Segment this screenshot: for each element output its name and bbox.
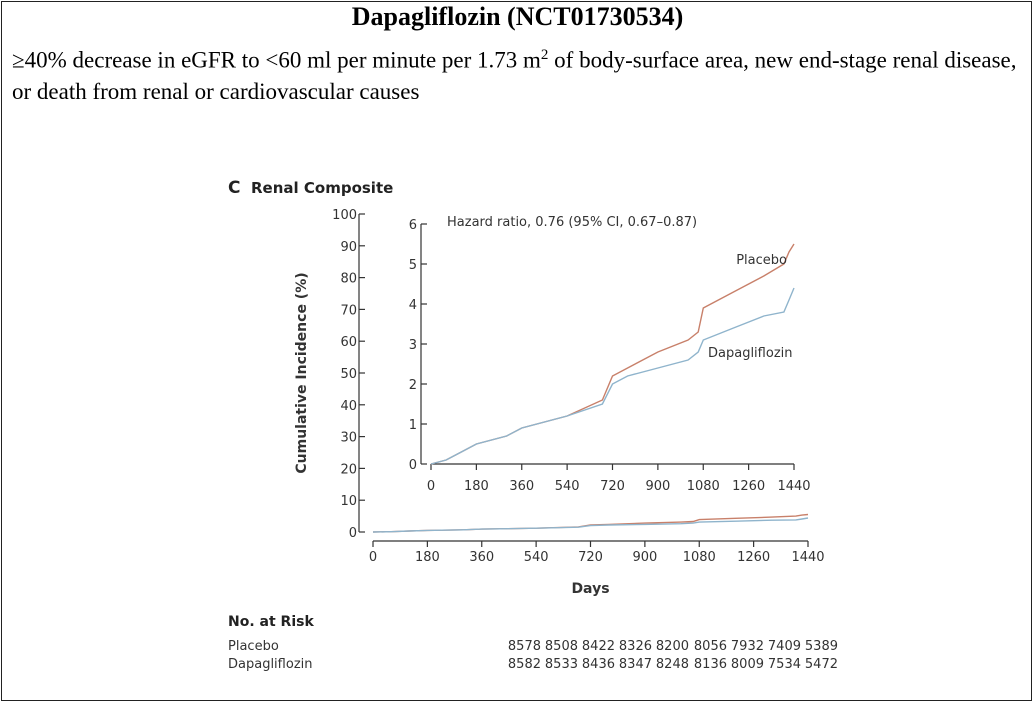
at-risk-value: 8200 bbox=[656, 639, 689, 654]
at-risk-value: 8508 bbox=[545, 639, 578, 654]
inset-x-tick-label: 1080 bbox=[687, 479, 720, 494]
inset-series-dapagliflozin bbox=[430, 287, 795, 465]
main-x-tick-label: 900 bbox=[632, 550, 657, 565]
at-risk-value: 8582 bbox=[508, 657, 541, 672]
at-risk-value: 8326 bbox=[619, 639, 652, 654]
inset-y-tick-label: 5 bbox=[409, 258, 417, 273]
hazard-ratio-annotation: Hazard ratio, 0.76 (95% CI, 0.67–0.87) bbox=[447, 215, 697, 230]
at-risk-title: No. at Risk bbox=[228, 614, 314, 630]
inset-x-tick-label: 360 bbox=[509, 479, 534, 494]
at-risk-value: 8248 bbox=[656, 657, 689, 672]
at-risk-value: 8533 bbox=[545, 657, 578, 672]
at-risk-value: 8136 bbox=[694, 657, 727, 672]
main-x-tick-label: 540 bbox=[524, 550, 549, 565]
main-x-tick-label: 180 bbox=[415, 550, 440, 565]
main-x-tick-label: 720 bbox=[578, 550, 603, 565]
main-x-tick-label: 1440 bbox=[791, 550, 824, 565]
inset-x-tick-label: 1440 bbox=[777, 479, 810, 494]
at-risk-value: 5472 bbox=[805, 657, 838, 672]
main-y-tick-label: 90 bbox=[340, 240, 357, 255]
at-risk-value: 7534 bbox=[768, 657, 801, 672]
inset-x-tick-label: 540 bbox=[555, 479, 580, 494]
at-risk-value: 8009 bbox=[731, 657, 764, 672]
inset-x-tick-label: 180 bbox=[464, 479, 489, 494]
page-subtitle: ≥40% decrease in eGFR to <60 ml per minu… bbox=[12, 40, 1022, 107]
inset-y-tick-label: 6 bbox=[409, 218, 417, 233]
main-series-dapagliflozin bbox=[372, 517, 809, 533]
main-y-tick-label: 70 bbox=[340, 303, 357, 318]
at-risk-value: 8347 bbox=[619, 657, 652, 672]
inset-y-tick-label: 4 bbox=[409, 298, 417, 313]
at-risk-value: 5389 bbox=[805, 639, 838, 654]
main-x-tick-label: 1260 bbox=[737, 550, 770, 565]
subtitle-superscript: 2 bbox=[540, 47, 549, 63]
main-y-tick-label: 80 bbox=[340, 272, 357, 287]
inset-y-tick-label: 1 bbox=[409, 418, 417, 433]
at-risk-value: 7932 bbox=[731, 639, 764, 654]
at-risk-row-label: Placebo bbox=[228, 639, 279, 654]
main-y-tick-label: 10 bbox=[340, 494, 357, 509]
main-series-placebo bbox=[372, 513, 809, 533]
inset-x-tick-label: 0 bbox=[427, 479, 435, 494]
inset-y-tick-label: 3 bbox=[409, 338, 417, 353]
inset-y-tick-label: 0 bbox=[409, 458, 417, 473]
panel-title: Renal Composite bbox=[251, 179, 393, 197]
inset-y-tick-label: 2 bbox=[409, 378, 417, 393]
main-y-tick-label: 100 bbox=[332, 208, 357, 223]
y-axis-title: Cumulative Incidence (%) bbox=[294, 272, 310, 473]
at-risk-value: 8436 bbox=[582, 657, 615, 672]
main-y-tick-label: 20 bbox=[340, 462, 357, 477]
subtitle-text-post: of body-surface area, new end-stage rena… bbox=[12, 47, 1017, 104]
inset-x-tick-label: 900 bbox=[645, 479, 670, 494]
at-risk-value: 8422 bbox=[582, 639, 615, 654]
at-risk-value: 8578 bbox=[508, 639, 541, 654]
main-y-tick-label: 50 bbox=[340, 367, 357, 382]
inset-x-tick-label: 1260 bbox=[732, 479, 765, 494]
page-title: Dapagliflozin (NCT01730534) bbox=[351, 2, 684, 31]
subtitle-text-pre: ≥40% decrease in eGFR to <60 ml per minu… bbox=[12, 47, 541, 73]
x-axis-title: Days bbox=[571, 581, 609, 597]
main-x-tick-label: 1080 bbox=[683, 550, 716, 565]
main-y-tick-label: 0 bbox=[349, 526, 357, 541]
at-risk-row-label: Dapagliflozin bbox=[228, 657, 313, 672]
main-x-tick-label: 360 bbox=[469, 550, 494, 565]
main-y-tick-label: 60 bbox=[340, 335, 357, 350]
main-x-tick-label: 0 bbox=[369, 550, 377, 565]
main-y-tick-label: 40 bbox=[340, 399, 357, 414]
inset-label-dapagliflozin: Dapagliflozin bbox=[708, 346, 793, 361]
at-risk-value: 8056 bbox=[694, 639, 727, 654]
inset-x-tick-label: 720 bbox=[600, 479, 625, 494]
main-y-tick-label: 30 bbox=[340, 431, 357, 446]
at-risk-value: 7409 bbox=[768, 639, 801, 654]
panel-letter: C bbox=[228, 178, 240, 198]
inset-label-placebo: Placebo bbox=[736, 253, 787, 268]
